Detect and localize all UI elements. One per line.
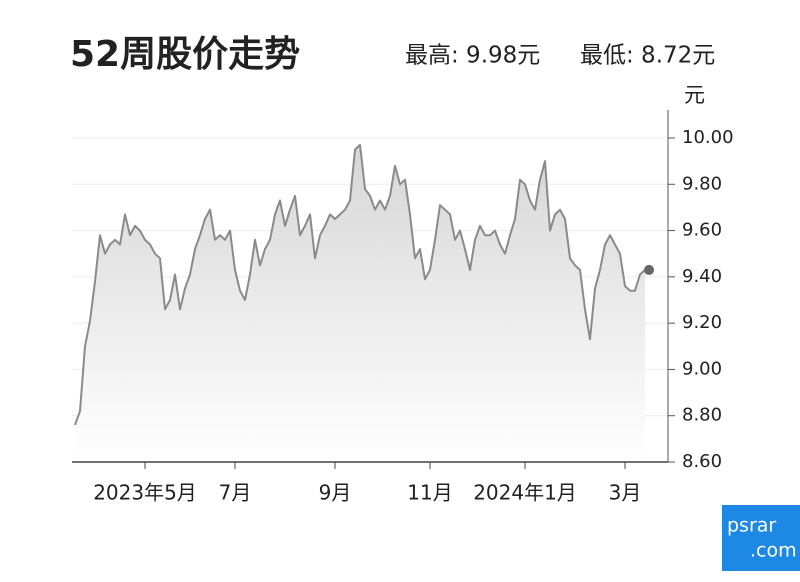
y-tick-label: 9.00 — [682, 358, 722, 379]
x-tick-label: 9月 — [319, 481, 352, 505]
x-tick-label: 3月 — [609, 481, 642, 505]
y-tick-label: 9.60 — [682, 220, 722, 241]
watermark: psrar — [727, 515, 776, 537]
y-tick-label: 8.60 — [682, 451, 722, 472]
annotation: 最低: 8.72元 — [580, 43, 715, 69]
x-tick-label: 7月 — [219, 481, 252, 505]
chart-title: 52周股价走势 — [70, 34, 300, 75]
line — [74, 143, 646, 426]
x-tick-label: 2023年5月 — [93, 481, 197, 505]
last-point — [644, 264, 654, 275]
watermark: .com — [750, 540, 797, 562]
area — [75, 144, 645, 462]
y-tick-label: 9.20 — [682, 312, 722, 333]
y-tick-label: 9.40 — [682, 266, 722, 287]
y-tick-label: 9.80 — [682, 173, 722, 194]
x-tick-label: 2024年1月 — [473, 481, 577, 505]
y-axis-label: 元 — [684, 83, 705, 107]
watermark-box — [722, 505, 800, 571]
x-tick-label: 11月 — [407, 481, 452, 505]
annotation: 最高: 9.98元 — [405, 43, 540, 69]
y-tick-label: 8.80 — [682, 405, 722, 426]
y-tick-label: 10.00 — [682, 127, 734, 148]
